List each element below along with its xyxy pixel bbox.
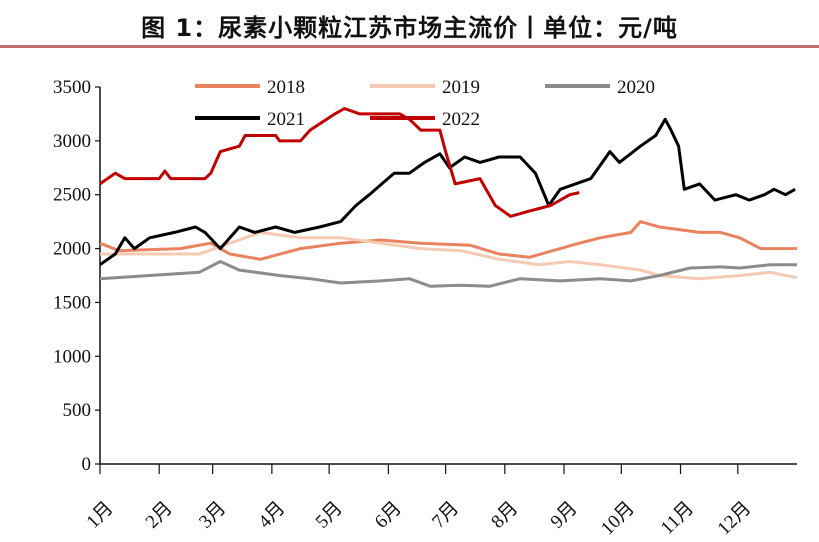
x-tick-label: 5月 (312, 498, 347, 533)
legend-label-2021: 2021 (267, 109, 305, 130)
series-line-2020 (99, 260, 797, 288)
legend-label-2018: 2018 (267, 77, 305, 98)
y-tick-label: 1500 (53, 292, 91, 313)
series-line-2018 (99, 220, 797, 261)
legend-label-2020: 2020 (617, 77, 655, 98)
legend-label-2022: 2022 (442, 109, 480, 130)
x-tick-label: 3月 (195, 498, 230, 533)
y-tick-label: 1000 (53, 346, 91, 367)
y-tick-label: 0 (82, 454, 92, 475)
series-line-2021 (99, 117, 796, 266)
x-tick-label: 12月 (714, 498, 756, 540)
x-tick-label: 11月 (657, 498, 698, 539)
y-tick-label: 3000 (53, 131, 91, 152)
x-tick-label: 4月 (254, 498, 289, 533)
x-tick-label: 8月 (487, 498, 522, 533)
series-lines (99, 107, 798, 288)
x-tick-label: 9月 (547, 498, 582, 533)
axes: 0 500 1000 1500 2000 2500 3000 3500 1月 2月 3月 4月 5月 6月… (53, 77, 797, 539)
x-tick-label: 1月 (83, 498, 118, 533)
y-tick-label: 2500 (53, 185, 91, 206)
legend: 2018 2019 2020 2021 2022 (195, 77, 655, 130)
y-tick-label: 500 (63, 400, 92, 421)
series-line-2022 (99, 107, 580, 218)
y-tick-label: 3500 (53, 77, 91, 98)
legend-label-2019: 2019 (442, 77, 480, 98)
chart-title: 图 1：尿素小颗粒江苏市场主流价丨单位：元/吨 (141, 14, 678, 42)
x-tick-label: 7月 (428, 498, 463, 533)
series-line-2019 (100, 230, 798, 281)
x-tick-label: 10月 (597, 498, 639, 540)
x-tick-label: 2月 (142, 498, 177, 533)
y-tick-label: 2000 (53, 239, 91, 260)
x-tick-label: 6月 (371, 498, 406, 533)
title-divider (0, 45, 819, 48)
